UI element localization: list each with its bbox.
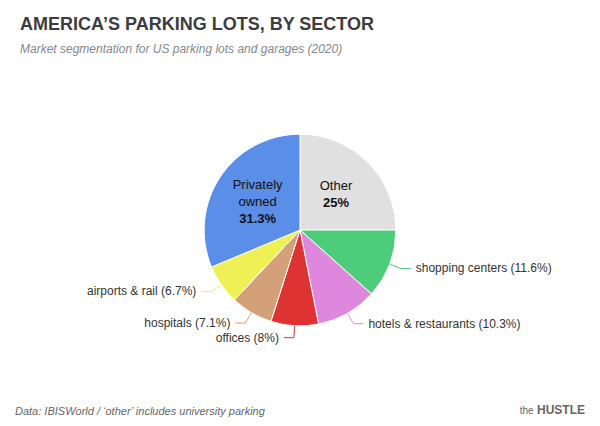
svg-text:AMERICA’S PARKING LOTS, BY SEC: AMERICA’S PARKING LOTS, BY SECTOR [20,14,374,34]
svg-text:owned: owned [238,194,276,209]
svg-text:Market segmentation for US par: Market segmentation for US parking lots … [20,42,342,56]
svg-text:hotels & restaurants (10.3%): hotels & restaurants (10.3%) [368,317,520,331]
svg-text:airports & rail (6.7%): airports & rail (6.7%) [87,284,196,298]
svg-text:offices (8%): offices (8%) [216,331,279,345]
svg-text:shopping centers (11.6%): shopping centers (11.6%) [416,261,552,275]
svg-text:Data: IBISWorld / ‘other’ incl: Data: IBISWorld / ‘other’ includes unive… [15,405,266,417]
svg-text:Privately: Privately [233,177,283,192]
svg-text:25%: 25% [323,195,349,210]
svg-text:the: the [520,405,534,416]
svg-text:HUSTLE: HUSTLE [537,403,585,417]
svg-text:hospitals (7.1%): hospitals (7.1%) [144,316,230,330]
svg-text:31.3%: 31.3% [239,211,276,226]
svg-text:Other: Other [320,178,353,193]
